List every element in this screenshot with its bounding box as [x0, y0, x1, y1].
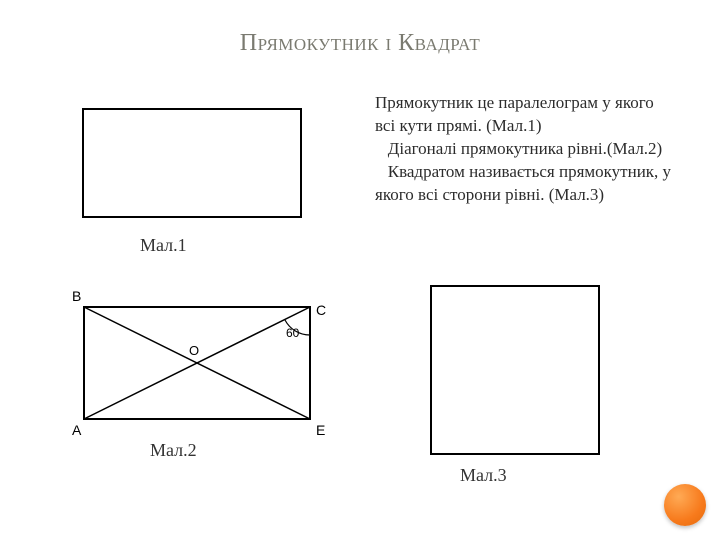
- fig2-letter-a: A: [72, 422, 82, 438]
- slide-accent-disc: [664, 484, 706, 526]
- body-text: Прямокутник це паралелограм у якого всі …: [375, 92, 675, 207]
- body-paragraph-3: Квадратом називається прямокутник, у яко…: [375, 161, 675, 207]
- fig2-angle-label: 60: [286, 326, 300, 340]
- figure-1-rectangle: [82, 108, 302, 218]
- figure-3-square: [430, 285, 600, 455]
- body-paragraph-1: Прямокутник це паралелограм у якого всі …: [375, 92, 675, 138]
- fig2-letter-e: E: [316, 422, 325, 438]
- fig2-letter-o: O: [189, 343, 199, 358]
- figure-3-label: Мал.3: [460, 465, 507, 486]
- page-title: Прямокутник і Квадрат: [0, 30, 720, 57]
- fig2-letter-b: B: [72, 288, 81, 304]
- figure-1-label: Мал.1: [140, 235, 187, 256]
- figure-2-rectangle-diagonals: B A C E O 60: [62, 285, 332, 445]
- fig2-letter-c: C: [316, 302, 326, 318]
- body-paragraph-2: Діагоналі прямокутника рівні.(Мал.2): [375, 138, 675, 161]
- figure-2-label: Мал.2: [150, 440, 197, 461]
